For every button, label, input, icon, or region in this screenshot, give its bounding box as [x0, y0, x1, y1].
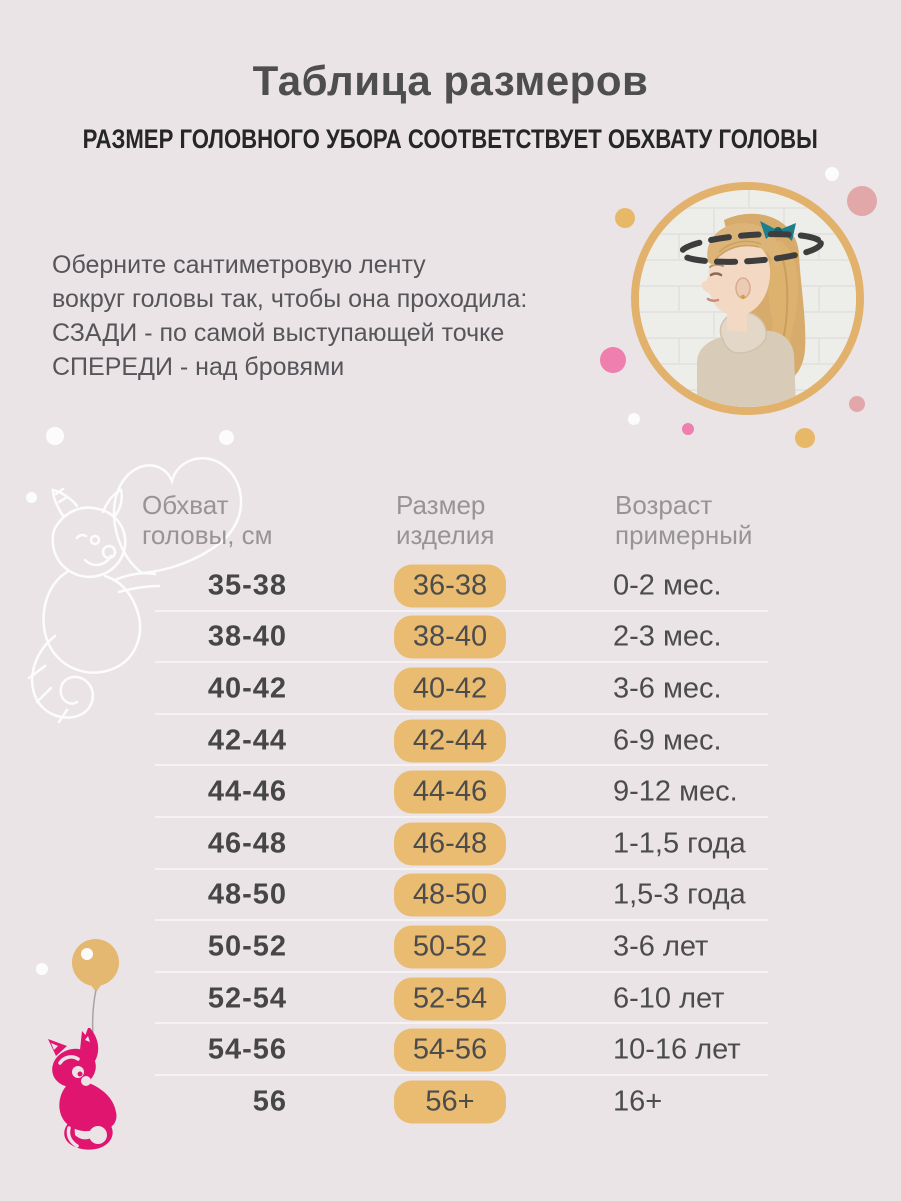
size-badge: 36-38 — [394, 564, 506, 608]
column-header-product-size: Размер изделия — [396, 490, 495, 550]
table-row: 40-42 40-42 3-6 мес. — [0, 663, 901, 715]
head-circumference-value: 54-56 — [207, 1033, 287, 1066]
age-value: 6-9 мес. — [613, 724, 722, 757]
size-badge: 42-44 — [394, 719, 506, 763]
table-row: 42-44 42-44 6-9 мес. — [0, 715, 901, 767]
size-badge: 38-40 — [394, 615, 506, 659]
table-row: 50-52 50-52 3-6 лет — [0, 921, 901, 973]
decor-dot-white — [219, 430, 234, 445]
instruction-line: вокруг головы так, чтобы она проходила: — [52, 285, 528, 313]
decor-dot-pink — [600, 347, 626, 373]
age-value: 1,5-3 года — [613, 878, 746, 911]
size-badge: 46-48 — [394, 822, 506, 866]
measuring-tape-ellipse-icon — [678, 231, 824, 265]
decor-dot-white — [36, 963, 48, 975]
instruction-line: СЗАДИ - по самой выступающей точке — [52, 319, 505, 347]
age-value: 3-6 мес. — [613, 672, 722, 705]
decor-dot-gold — [615, 208, 635, 228]
table-row: 52-54 52-54 6-10 лет — [0, 973, 901, 1025]
decor-dot-white — [26, 492, 37, 503]
girl-profile-illustration — [639, 190, 856, 407]
column-header-head-circumference: Обхват головы, см — [142, 490, 273, 550]
measuring-instructions: Оберните сантиметровую ленту вокруг голо… — [52, 248, 612, 384]
table-row: 35-38 36-38 0-2 мес. — [0, 560, 901, 612]
age-value: 0-2 мес. — [613, 569, 722, 602]
age-value: 1-1,5 года — [613, 827, 746, 860]
age-value: 16+ — [613, 1085, 663, 1118]
size-badge: 40-42 — [394, 667, 506, 711]
girl-profile-photo — [631, 182, 864, 415]
size-badge: 44-46 — [394, 770, 506, 814]
size-table: 35-38 36-38 0-2 мес. 38-40 38-40 2-3 мес… — [0, 560, 901, 1128]
head-circumference-value: 50-52 — [207, 930, 287, 963]
head-circumference-value: 42-44 — [207, 724, 287, 757]
head-circumference-value: 46-48 — [207, 827, 287, 860]
page-subtitle: РАЗМЕР ГОЛОВНОГО УБОРА СООТВЕТСТВУЕТ ОБХ… — [0, 124, 901, 155]
age-value: 9-12 мес. — [613, 775, 738, 808]
head-circumference-value: 35-38 — [207, 569, 287, 602]
table-row: 48-50 48-50 1,5-3 года — [0, 870, 901, 922]
size-badge: 48-50 — [394, 873, 506, 917]
decor-dot-white — [628, 413, 640, 425]
decor-dot-gold — [795, 428, 815, 448]
head-circumference-value: 48-50 — [207, 878, 287, 911]
head-circumference-value: 44-46 — [207, 775, 287, 808]
table-row: 56 56+ 16+ — [0, 1076, 901, 1128]
decor-dot-white — [46, 427, 64, 445]
raccoon-balloon-icon — [48, 1028, 117, 1150]
head-circumference-value: 40-42 — [207, 672, 287, 705]
balloon-highlight — [81, 948, 93, 960]
table-row: 54-56 54-56 10-16 лет — [0, 1024, 901, 1076]
age-value: 2-3 мес. — [613, 620, 722, 653]
head-circumference-value: 38-40 — [207, 620, 287, 653]
age-value: 6-10 лет — [613, 982, 725, 1015]
size-badge: 56+ — [394, 1080, 506, 1124]
balloon-icon — [72, 939, 119, 986]
table-row: 44-46 44-46 9-12 мес. — [0, 766, 901, 818]
instruction-line: Оберните сантиметровую ленту — [52, 251, 426, 279]
age-value: 3-6 лет — [613, 930, 709, 963]
table-row: 46-48 46-48 1-1,5 года — [0, 818, 901, 870]
page-subtitle-text: РАЗМЕР ГОЛОВНОГО УБОРА СООТВЕТСТВУЕТ ОБХ… — [82, 124, 819, 154]
age-value: 10-16 лет — [613, 1033, 741, 1066]
size-badge: 50-52 — [394, 925, 506, 969]
balloon-knot — [90, 984, 102, 992]
decor-dot-rose — [849, 396, 865, 412]
size-badge: 52-54 — [394, 977, 506, 1021]
head-circumference-value: 52-54 — [207, 982, 287, 1015]
size-badge: 54-56 — [394, 1028, 506, 1072]
decor-dot-pink — [682, 423, 694, 435]
instruction-line: СПЕРЕДИ - над бровями — [52, 353, 345, 381]
decor-dot-white — [825, 167, 839, 181]
page-title: Таблица размеров — [252, 57, 649, 104]
table-row: 38-40 38-40 2-3 мес. — [0, 612, 901, 664]
decor-dot-rose — [847, 186, 877, 216]
raccoon-heart-outline-icon — [27, 457, 243, 724]
head-circumference-value: 56 — [252, 1085, 287, 1118]
column-header-approx-age: Возраст примерный — [615, 490, 753, 550]
